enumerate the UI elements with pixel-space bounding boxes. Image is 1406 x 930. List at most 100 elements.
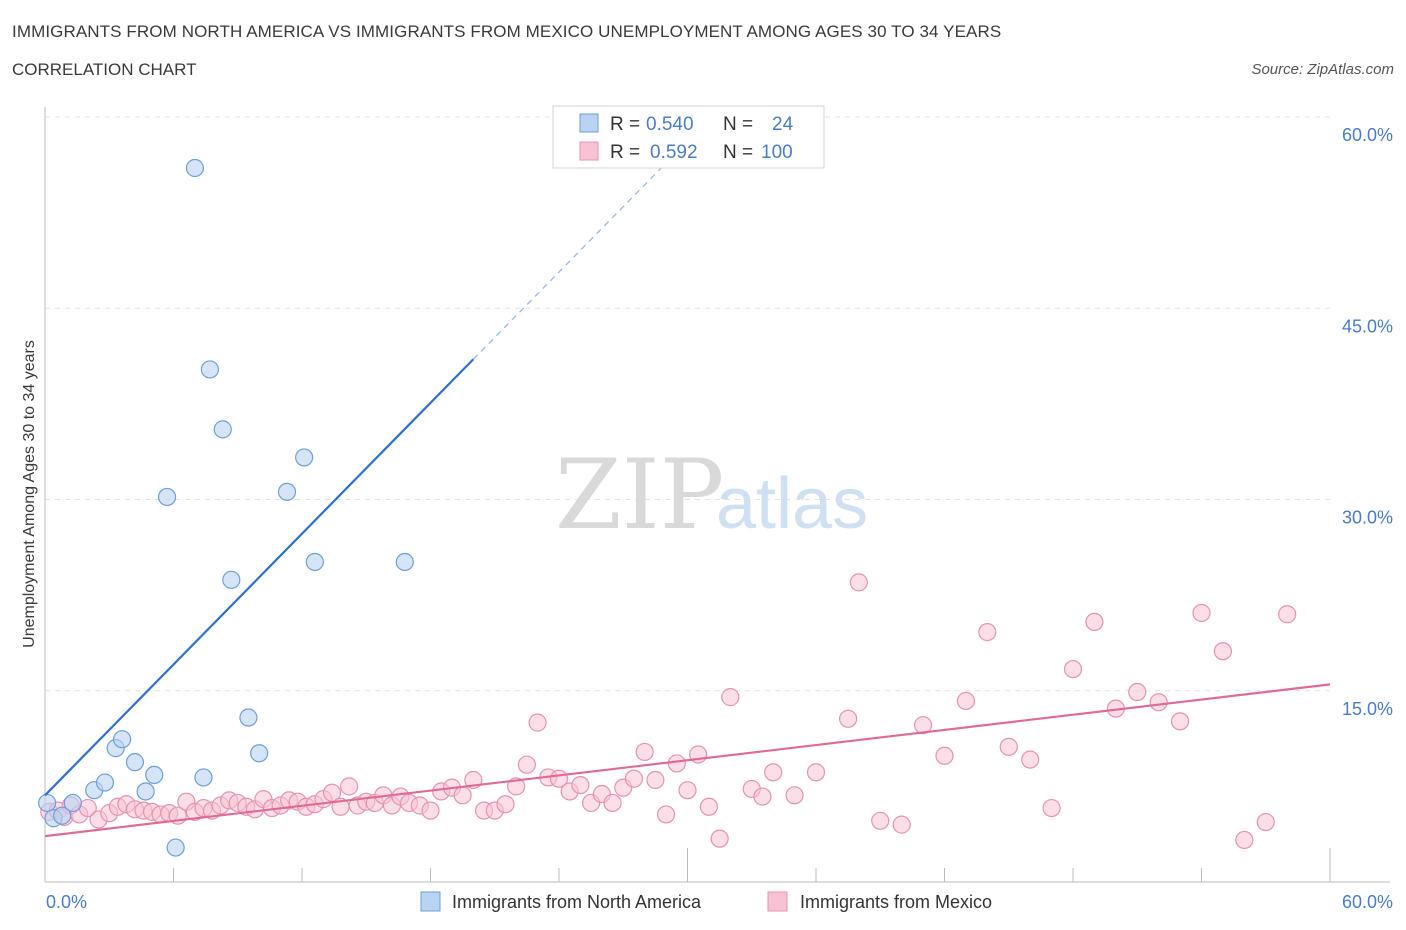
data-point-mexico (453, 786, 472, 805)
y-tick-label: 15.0% (1342, 699, 1393, 719)
data-point-mexico (956, 691, 976, 711)
data-point-north-america (38, 793, 57, 813)
trend-line-north-america-extension (472, 151, 678, 360)
data-point-north-america (157, 487, 177, 507)
legend-n-value: 100 (761, 142, 793, 163)
data-point-mexico (935, 746, 954, 765)
data-point-mexico (710, 829, 729, 848)
data-point-north-america (200, 360, 220, 379)
data-point-mexico (496, 795, 515, 814)
data-point-mexico (646, 770, 665, 790)
data-point-mexico (1213, 642, 1233, 661)
data-point-mexico (699, 797, 719, 816)
legend-r-value: 0.592 (650, 142, 698, 163)
legend-n-label: N = (723, 142, 753, 163)
data-point-north-america (250, 744, 269, 763)
x-tick-label: 0.0% (46, 892, 87, 912)
data-point-mexico (1192, 603, 1211, 623)
data-point-mexico (517, 755, 536, 774)
data-point-mexico (667, 754, 686, 773)
data-point-mexico (978, 622, 997, 642)
legend-r-label: R = (610, 142, 640, 163)
legend-swatch-mexico (579, 141, 599, 161)
data-point-mexico (340, 777, 359, 796)
data-point-north-america (239, 708, 258, 727)
trend-lines (44, 151, 1331, 838)
series-mexico-points (40, 573, 1297, 850)
y-tick-label: 30.0% (1342, 508, 1393, 528)
y-tick-label: 60.0% (1342, 125, 1393, 145)
watermark: ZIP atlas (555, 439, 868, 551)
series-north-america-points (38, 158, 414, 857)
data-point-north-america (185, 158, 205, 178)
data-point-mexico (1256, 812, 1275, 832)
data-point-mexico (753, 787, 772, 806)
data-point-mexico (1235, 830, 1254, 850)
data-point-mexico (839, 709, 858, 728)
data-point-mexico (507, 777, 526, 796)
data-point-north-america (305, 552, 324, 572)
data-point-mexico (999, 737, 1018, 756)
data-point-mexico (721, 688, 740, 707)
tick-labels: 15.0% 30.0% 45.0% 60.0% 0.0% 60.0% (46, 125, 1393, 912)
data-point-mexico (635, 742, 654, 762)
data-point-mexico (764, 763, 783, 782)
trend-line-north-america (44, 358, 475, 797)
x-tick-label: 60.0% (1342, 892, 1393, 912)
legend-r-value: 0.540 (646, 114, 694, 135)
data-point-north-america (53, 806, 72, 825)
data-point-mexico (656, 805, 676, 824)
data-point-north-america (63, 793, 82, 813)
grid-lines (45, 116, 1330, 692)
data-point-mexico (1149, 693, 1168, 712)
watermark-atlas: atlas (716, 464, 868, 544)
data-point-mexico (1128, 682, 1147, 702)
data-point-mexico (624, 769, 644, 788)
data-point-mexico (785, 786, 804, 805)
data-point-mexico (528, 713, 547, 732)
data-point-north-america (95, 773, 115, 792)
data-point-mexico (1170, 712, 1190, 731)
data-point-north-america (295, 448, 314, 467)
data-point-mexico (678, 781, 697, 800)
watermark-zip: ZIP (555, 439, 724, 551)
trend-line-mexico (44, 683, 1331, 838)
data-point-north-america (125, 753, 145, 772)
data-point-mexico (1085, 612, 1104, 632)
data-point-mexico (1063, 659, 1083, 679)
data-point-north-america (395, 552, 414, 572)
y-tick-label: 45.0% (1342, 316, 1393, 336)
legend-swatch-mexico (767, 891, 788, 912)
source-credit: Source: ZipAtlas.com (1251, 61, 1394, 78)
legend-r-label: R = (610, 114, 640, 135)
axes (44, 107, 1390, 883)
legend-swatch-north-america (579, 113, 599, 133)
legend-swatch-north-america (420, 891, 441, 912)
data-point-north-america (213, 420, 232, 439)
data-point-mexico (849, 573, 868, 592)
data-point-north-america (145, 765, 164, 785)
data-point-mexico (571, 775, 590, 795)
data-point-mexico (871, 811, 890, 830)
legend-n-label: N = (723, 114, 753, 135)
chart-title: IMMIGRANTS FROM NORTH AMERICA VS IMMIGRA… (12, 22, 1002, 41)
data-point-mexico (892, 815, 911, 834)
data-point-north-america (277, 482, 297, 501)
correlation-legend: R = 0.540 N = 24 R = 0.592 N = 100 (552, 105, 825, 169)
legend-n-value: 24 (772, 114, 794, 135)
data-point-mexico (913, 716, 933, 735)
y-axis-label: Unemployment Among Ages 30 to 34 years (21, 340, 38, 648)
data-point-mexico (603, 793, 622, 813)
legend-item-mexico: Immigrants from Mexico (800, 892, 992, 912)
chart-subtitle: CORRELATION CHART (12, 60, 197, 79)
series-legend: Immigrants from North America Immigrants… (420, 891, 992, 912)
legend-item-north-america: Immigrants from North America (452, 892, 702, 912)
data-point-north-america (166, 838, 185, 857)
data-point-mexico (1278, 605, 1297, 624)
data-point-mexico (1042, 798, 1061, 818)
data-point-north-america (112, 730, 132, 749)
data-point-north-america (136, 782, 155, 801)
data-point-north-america (222, 570, 241, 589)
data-point-mexico (421, 801, 440, 820)
